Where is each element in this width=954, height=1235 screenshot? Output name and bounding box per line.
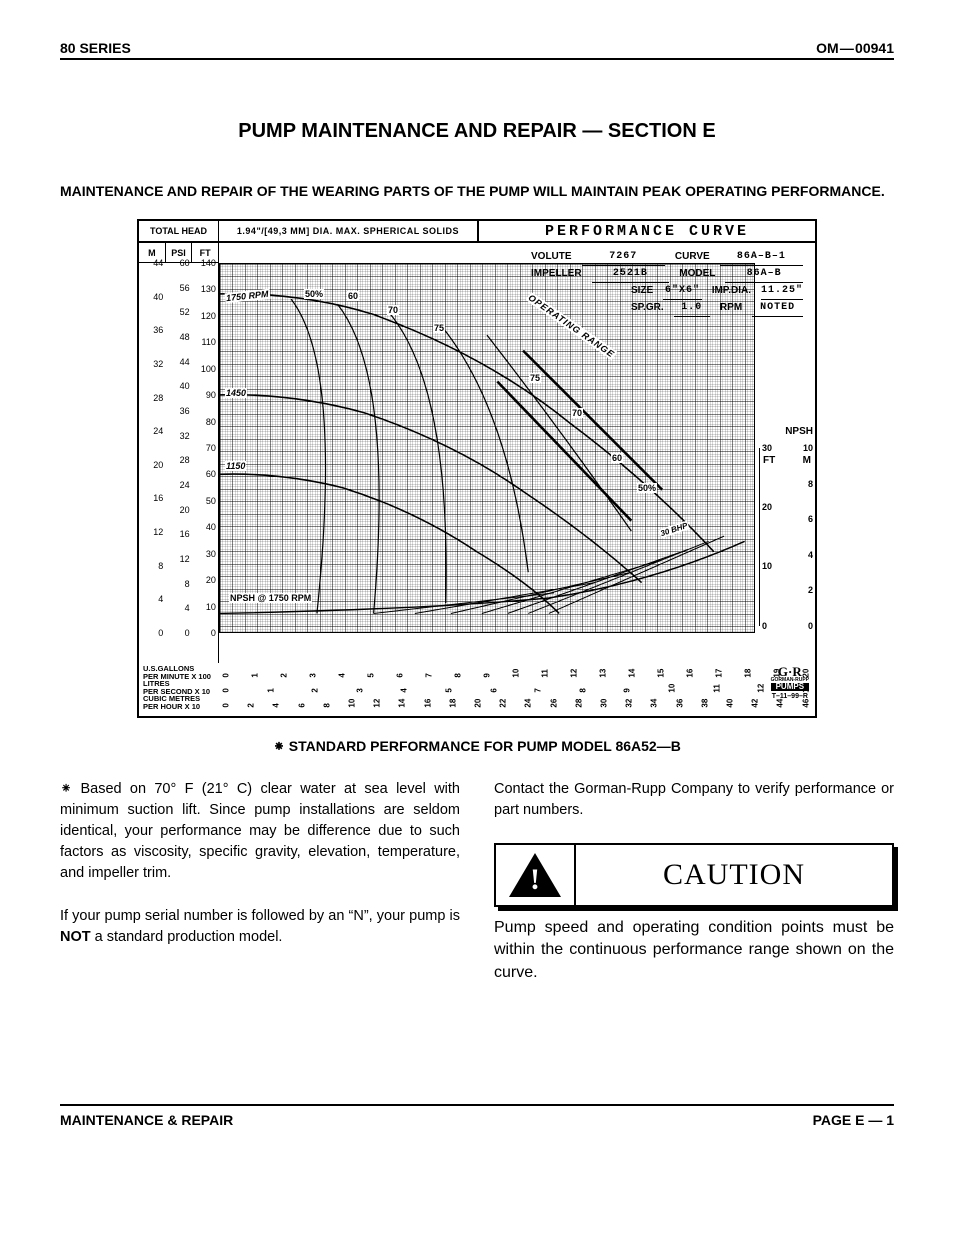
section-title: PUMP MAINTENANCE AND REPAIR — SECTION E bbox=[60, 120, 894, 143]
scale-cmh: CUBIC METRES PER HOUR X 10 0246810121416… bbox=[223, 695, 811, 710]
label-eff50: 50% bbox=[304, 289, 324, 299]
footer-left: MAINTENANCE & REPAIR bbox=[60, 1112, 233, 1128]
npsh-label: NPSH bbox=[785, 426, 813, 437]
chart-top-row: TOTAL HEAD 1.94"/[49,3 MM] DIA. MAX. SPH… bbox=[139, 221, 815, 243]
total-head-label: TOTAL HEAD bbox=[139, 221, 219, 241]
label-eff75a: 75 bbox=[433, 323, 445, 333]
npsh-axis: NPSH FT M 01020300246810 bbox=[759, 263, 815, 633]
label-eff70: 70 bbox=[387, 305, 399, 315]
label-1450: 1450 bbox=[225, 388, 247, 398]
scale-gpm: U.S.GALLONS PER MINUTE X 100 01234567891… bbox=[223, 665, 811, 680]
scale-lps: LITRES PER SECOND X 10 01234567891011121… bbox=[223, 680, 811, 695]
header-right: OM — 00941 bbox=[816, 40, 894, 56]
label-eff70b: 70 bbox=[571, 408, 583, 418]
para-1: ⁕ Based on 70° F (21° C) clear water at … bbox=[60, 779, 460, 884]
caution-box: ! CAUTION bbox=[494, 843, 894, 907]
curves-svg bbox=[219, 263, 755, 644]
label-eff60b: 60 bbox=[611, 453, 623, 463]
footer-right: PAGE E — 1 bbox=[813, 1112, 894, 1128]
svg-text:!: ! bbox=[530, 863, 540, 896]
caution-icon: ! bbox=[496, 845, 576, 905]
col-right: Contact the Gorman-Rupp Company to verif… bbox=[494, 779, 894, 984]
x-axes: U.S.GALLONS PER MINUTE X 100 01234567891… bbox=[139, 663, 815, 716]
para-3: Contact the Gorman-Rupp Company to verif… bbox=[494, 779, 894, 821]
solids-text: 1.94"/[49,3 MM] DIA. MAX. SPHERICAL SOLI… bbox=[219, 221, 477, 241]
intro-text: MAINTENANCE AND REPAIR OF THE WEARING PA… bbox=[60, 183, 894, 199]
label-1150: 1150 bbox=[225, 461, 246, 471]
header-left: 80 SERIES bbox=[60, 40, 131, 56]
page-header: 80 SERIES OM — 00941 bbox=[60, 40, 894, 60]
col-left: ⁕ Based on 70° F (21° C) clear water at … bbox=[60, 779, 460, 984]
label-eff50b: 50% bbox=[637, 483, 657, 493]
caution-title: CAUTION bbox=[576, 853, 892, 897]
body-columns: ⁕ Based on 70° F (21° C) clear water at … bbox=[60, 779, 894, 984]
page-footer: MAINTENANCE & REPAIR PAGE E — 1 bbox=[60, 1104, 894, 1128]
brand-logo: G·R GORMAN-RUPP PUMPS T–11–99–R bbox=[771, 665, 809, 700]
label-eff60: 60 bbox=[347, 291, 359, 301]
label-eff75b: 75 bbox=[529, 373, 541, 383]
label-npsh: NPSH @ 1750 RPM bbox=[229, 593, 312, 603]
para-2: If your pump serial number is followed b… bbox=[60, 906, 460, 948]
y-axis: M PSI FT 0481216202428323640440481216202… bbox=[139, 243, 219, 663]
chart-caption: ⁕ STANDARD PERFORMANCE FOR PUMP MODEL 86… bbox=[60, 738, 894, 755]
plot-area: VOLUTE 7267 CURVE 86A–B–1 IMPELLER 2521B… bbox=[219, 243, 815, 663]
performance-chart: TOTAL HEAD 1.94"/[49,3 MM] DIA. MAX. SPH… bbox=[137, 219, 817, 718]
caution-body: Pump speed and operating condition point… bbox=[494, 917, 894, 984]
performance-curve-title: PERFORMANCE CURVE bbox=[479, 221, 815, 241]
chart-body: M PSI FT 0481216202428323640440481216202… bbox=[139, 243, 815, 663]
